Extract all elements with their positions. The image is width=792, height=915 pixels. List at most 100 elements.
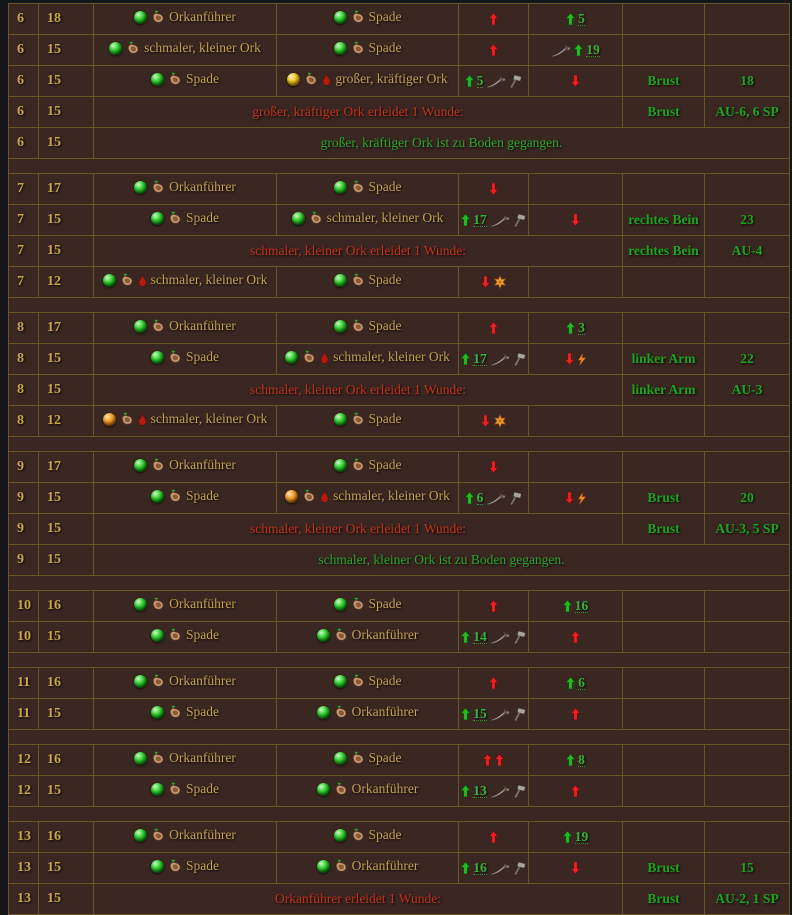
- attack-roll-cell: [458, 590, 529, 622]
- roll-tokens: 8: [565, 752, 585, 768]
- green-status-orb-icon: [333, 751, 347, 765]
- initiative-cell: 16: [38, 667, 94, 699]
- gap-cell: [8, 436, 790, 452]
- combat-log-row: 6 15 großer, kräftiger Ork ist zu Boden ge…: [8, 127, 790, 159]
- red-up-arrow-icon: [570, 784, 581, 798]
- roll-value[interactable]: 19: [574, 829, 589, 845]
- red-up-arrow-icon: [488, 43, 499, 57]
- attack-roll-cell: [458, 312, 529, 344]
- green-status-orb-icon: [316, 628, 330, 642]
- defender-cell: Spade: [276, 173, 459, 205]
- roll-value[interactable]: 3: [578, 320, 585, 336]
- combat-log-row: 6 15 schmaler, kleiner Ork Spade 19: [8, 34, 790, 66]
- combat-log-row: 13 15 Spade Orkanführer 16 Brust 15: [8, 852, 790, 884]
- damage-cell: [704, 266, 790, 298]
- green-up-arrow-icon: [460, 861, 471, 875]
- initiative-cell: 18: [38, 3, 94, 35]
- roll-value[interactable]: 16: [473, 860, 487, 876]
- gap-cell: [8, 575, 790, 591]
- defender-cell: Orkanführer: [276, 852, 459, 884]
- combat-log-row: 8 17 Orkanführer Spade 3: [8, 312, 790, 344]
- stance-icon: [351, 674, 365, 688]
- roll-value[interactable]: 19: [586, 42, 600, 58]
- roll-tokens: [488, 830, 499, 844]
- sword-icon: [490, 708, 510, 721]
- combatant: Orkanführer: [134, 9, 236, 25]
- hammer-icon: [513, 861, 526, 875]
- damage-cell: [704, 3, 790, 35]
- combat-log-row: 13 16 Orkanführer Spade 19: [8, 821, 790, 853]
- hit-zone-cell: Brust: [622, 482, 705, 514]
- roll-value[interactable]: 5: [578, 11, 585, 27]
- sword-icon: [486, 492, 506, 505]
- lightning-icon: [577, 491, 587, 505]
- round-cell: 9: [8, 513, 39, 545]
- roll-value[interactable]: 6: [476, 490, 484, 506]
- hit-zone-cell: Brust: [622, 65, 705, 97]
- stance-icon: [168, 782, 182, 796]
- roll-tokens: 3: [565, 320, 585, 336]
- wound-message-cell: schmaler, kleiner Ork erleidet 1 Wunde:: [93, 513, 623, 545]
- stance-icon: [151, 828, 165, 842]
- round-cell: 12: [8, 744, 39, 776]
- green-status-orb-icon: [134, 828, 148, 842]
- green-status-orb-icon: [151, 705, 164, 719]
- damage-cell: [704, 621, 790, 653]
- damage-cell: [704, 744, 790, 776]
- combat-log-row: 7 12 schmaler, kleiner Ork Spade: [8, 266, 790, 298]
- attacker-cell: Spade: [93, 65, 277, 97]
- roll-value[interactable]: 14: [473, 629, 487, 645]
- combat-log-row: 13 15 Orkanführer erleidet 1 Wunde: Brust AU…: [8, 883, 790, 915]
- attacker-cell: Spade: [93, 621, 277, 653]
- round-cell: 7: [8, 173, 39, 205]
- green-up-arrow-icon: [460, 784, 471, 798]
- roll-value[interactable]: 8: [578, 752, 585, 768]
- roll-value[interactable]: 5: [476, 73, 484, 89]
- hammer-icon: [509, 491, 522, 505]
- combatant-name: schmaler, kleiner Ork: [333, 349, 450, 365]
- roll-tokens: 6: [463, 490, 523, 506]
- red-up-arrow-icon: [488, 321, 499, 335]
- roll-value[interactable]: 15: [473, 706, 487, 722]
- stance-icon: [120, 273, 134, 287]
- hit-zone-cell: linker Arm: [622, 374, 705, 406]
- round-cell: 6: [8, 127, 39, 159]
- attack-roll-cell: [458, 266, 529, 298]
- sword-icon: [490, 862, 510, 875]
- roll-value[interactable]: 13: [473, 783, 487, 799]
- roll-value[interactable]: 17: [473, 351, 487, 367]
- combatant: schmaler, kleiner Ork: [285, 488, 450, 504]
- attacker-cell: schmaler, kleiner Ork: [93, 266, 277, 298]
- hit-zone-cell: Brust: [622, 513, 705, 545]
- hit-zone-cell: [622, 744, 705, 776]
- round-cell: 7: [8, 204, 39, 236]
- attacker-cell: schmaler, kleiner Ork: [93, 34, 277, 66]
- damage-cell: AU-3, 5 SP: [704, 513, 790, 545]
- combatant: Spade: [333, 272, 402, 288]
- stance-icon: [334, 859, 348, 873]
- stance-icon: [151, 10, 165, 24]
- hit-zone-cell: [622, 621, 705, 653]
- stance-icon: [302, 350, 316, 364]
- stance-icon: [351, 751, 365, 765]
- stance-icon: [168, 489, 182, 503]
- damage-cell: [704, 34, 790, 66]
- gap-cell: [8, 158, 790, 174]
- defense-roll-cell: [528, 621, 623, 653]
- damage-cell: 20: [704, 482, 790, 514]
- combatant: Orkanführer: [134, 673, 236, 689]
- wound-drop-icon: [320, 350, 329, 364]
- round-separator-row: [8, 806, 790, 822]
- initiative-cell: 16: [38, 744, 94, 776]
- roll-value[interactable]: 6: [578, 675, 585, 691]
- combatant-name: schmaler, kleiner Ork: [326, 210, 444, 226]
- roll-value[interactable]: 17: [473, 212, 487, 228]
- roll-tokens: [570, 784, 581, 798]
- initiative-cell: 12: [38, 266, 94, 298]
- stance-icon: [351, 597, 365, 611]
- roll-value[interactable]: 16: [574, 598, 589, 614]
- defense-roll-cell: [528, 65, 623, 97]
- green-status-orb-icon: [333, 180, 347, 194]
- green-status-orb-icon: [333, 319, 347, 333]
- green-status-orb-icon: [333, 412, 347, 426]
